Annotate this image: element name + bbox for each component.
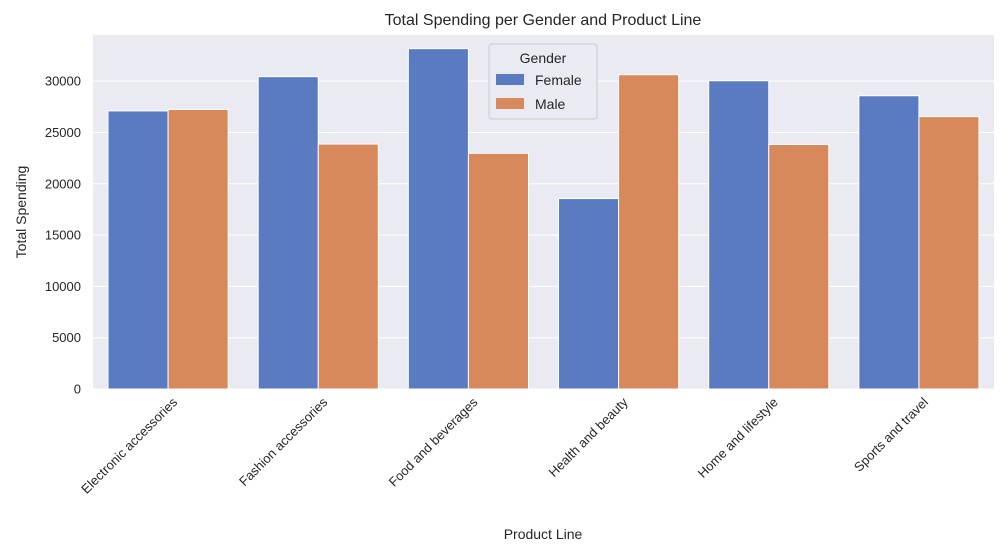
bar-electronic-accessories-female	[107, 110, 169, 390]
bar-sports-and-travel-female	[858, 95, 920, 390]
bar-home-and-lifestyle-female	[708, 80, 770, 390]
legend-label-female: Female	[535, 72, 582, 88]
x-tick-label-food-and-beverages: Food and beverages	[386, 394, 481, 489]
bar-food-and-beverages-male	[467, 152, 529, 390]
legend-title: Gender	[520, 50, 567, 66]
chart-title: Total Spending per Gender and Product Li…	[385, 12, 702, 29]
grid-lines	[93, 80, 994, 390]
x-tick-label-fashion-accessories: Fashion accessories	[236, 394, 331, 489]
bar-health-and-beauty-male	[618, 74, 680, 390]
bar-food-and-beverages-female	[407, 48, 469, 390]
y-tick-label-6: 30000	[45, 74, 81, 89]
y-tick-label-2: 10000	[45, 279, 81, 294]
y-tick-label-3: 15000	[45, 228, 81, 243]
y-tick-label-5: 25000	[45, 125, 81, 140]
y-tick-labels: 0 5000 10000 15000 20000 25000 30000	[45, 74, 81, 397]
bar-health-and-beauty-female	[558, 198, 620, 390]
bars	[107, 48, 980, 390]
x-axis-label: Product Line	[504, 526, 583, 542]
y-axis-label: Total Spending	[13, 166, 29, 259]
bar-sports-and-travel-male	[918, 116, 980, 390]
legend-swatch-female	[496, 74, 524, 85]
legend: Gender Female Male	[488, 43, 598, 120]
x-tick-label-sports-and-travel: Sports and travel	[851, 394, 931, 474]
x-tick-label-health-and-beauty: Health and beauty	[545, 394, 631, 480]
x-tick-label-home-and-lifestyle: Home and lifestyle	[695, 395, 781, 481]
y-tick-label-4: 20000	[45, 176, 81, 191]
y-tick-label-1: 5000	[52, 330, 81, 345]
legend-label-male: Male	[535, 96, 566, 112]
bar-fashion-accessories-female	[257, 76, 319, 390]
x-tick-label-electronic-accessories: Electronic accessories	[78, 394, 180, 496]
y-tick-label-0: 0	[74, 382, 81, 397]
bar-home-and-lifestyle-male	[768, 143, 830, 390]
bar-electronic-accessories-male	[167, 108, 229, 390]
bar-fashion-accessories-male	[317, 143, 379, 390]
legend-swatch-male	[496, 98, 524, 109]
x-tick-labels: Electronic accessories Fashion accessorie…	[78, 394, 931, 496]
